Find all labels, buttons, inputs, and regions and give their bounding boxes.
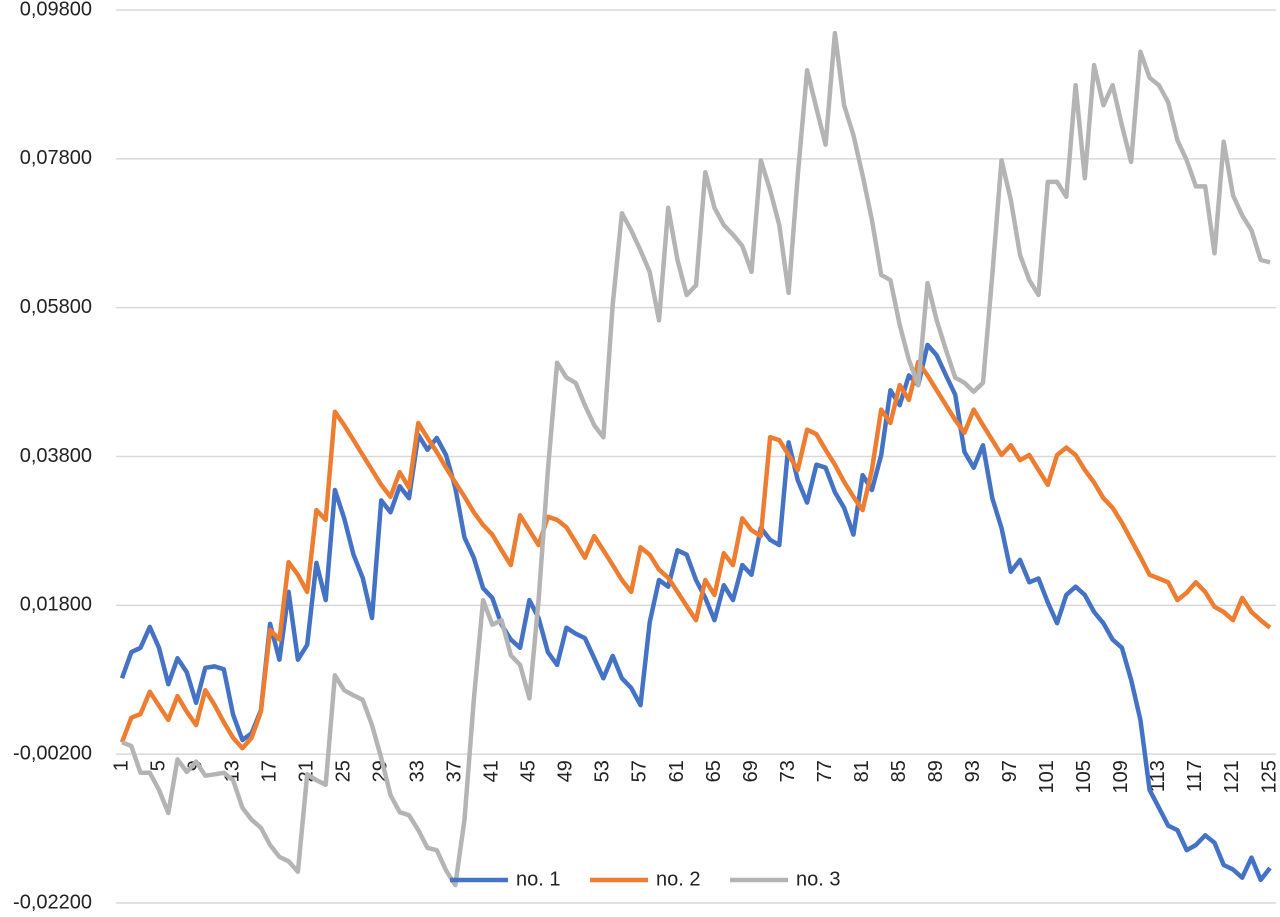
x-tick-label: 49 — [555, 760, 577, 782]
x-tick-label: 5 — [147, 760, 169, 771]
x-tick-label: 25 — [332, 760, 354, 782]
x-tick-label: 45 — [518, 760, 540, 782]
x-tick-label: 33 — [407, 760, 429, 782]
x-tick-label: 117 — [1184, 760, 1206, 792]
legend-label: no. 1 — [516, 868, 560, 890]
x-tick-label: 101 — [1036, 760, 1058, 793]
x-tick-label: 113 — [1147, 760, 1169, 792]
x-tick-label: 61 — [666, 760, 688, 782]
series-line — [121, 30, 1271, 888]
y-tick-label: -0,02200 — [13, 891, 92, 913]
y-tick-label: 0,09800 — [20, 0, 92, 20]
x-tick-label: 85 — [888, 760, 910, 782]
x-tick-label: 97 — [999, 760, 1021, 782]
x-tick-label: 65 — [703, 760, 725, 782]
x-tick-label: 125 — [1258, 760, 1280, 793]
x-tick-label: 121 — [1221, 760, 1243, 793]
x-tick-label: 1 — [110, 760, 132, 771]
y-tick-label: 0,07800 — [20, 147, 92, 169]
x-tick-label: 17 — [258, 760, 280, 782]
y-tick-label: 0,05800 — [20, 296, 92, 318]
x-tick-label: 109 — [1110, 760, 1132, 793]
x-tick-label: 89 — [925, 760, 947, 782]
legend-label: no. 2 — [656, 868, 700, 890]
x-tick-label: 81 — [851, 760, 873, 782]
x-tick-label: 37 — [444, 760, 466, 782]
series-line — [119, 342, 1272, 883]
y-tick-label: 0,01800 — [20, 594, 92, 616]
x-tick-label: 105 — [1073, 760, 1095, 793]
x-tick-label: 57 — [629, 760, 651, 782]
legend-label: no. 3 — [796, 868, 840, 890]
x-tick-label: 73 — [777, 760, 799, 782]
x-tick-label: 41 — [481, 760, 503, 782]
y-tick-label: -0,00200 — [13, 742, 92, 764]
series-line — [119, 359, 1272, 751]
x-tick-label: 69 — [740, 760, 762, 782]
x-tick-label: 77 — [814, 760, 836, 782]
x-tick-label: 93 — [962, 760, 984, 782]
y-tick-label: 0,03800 — [20, 445, 92, 467]
x-tick-label: 53 — [592, 760, 614, 782]
